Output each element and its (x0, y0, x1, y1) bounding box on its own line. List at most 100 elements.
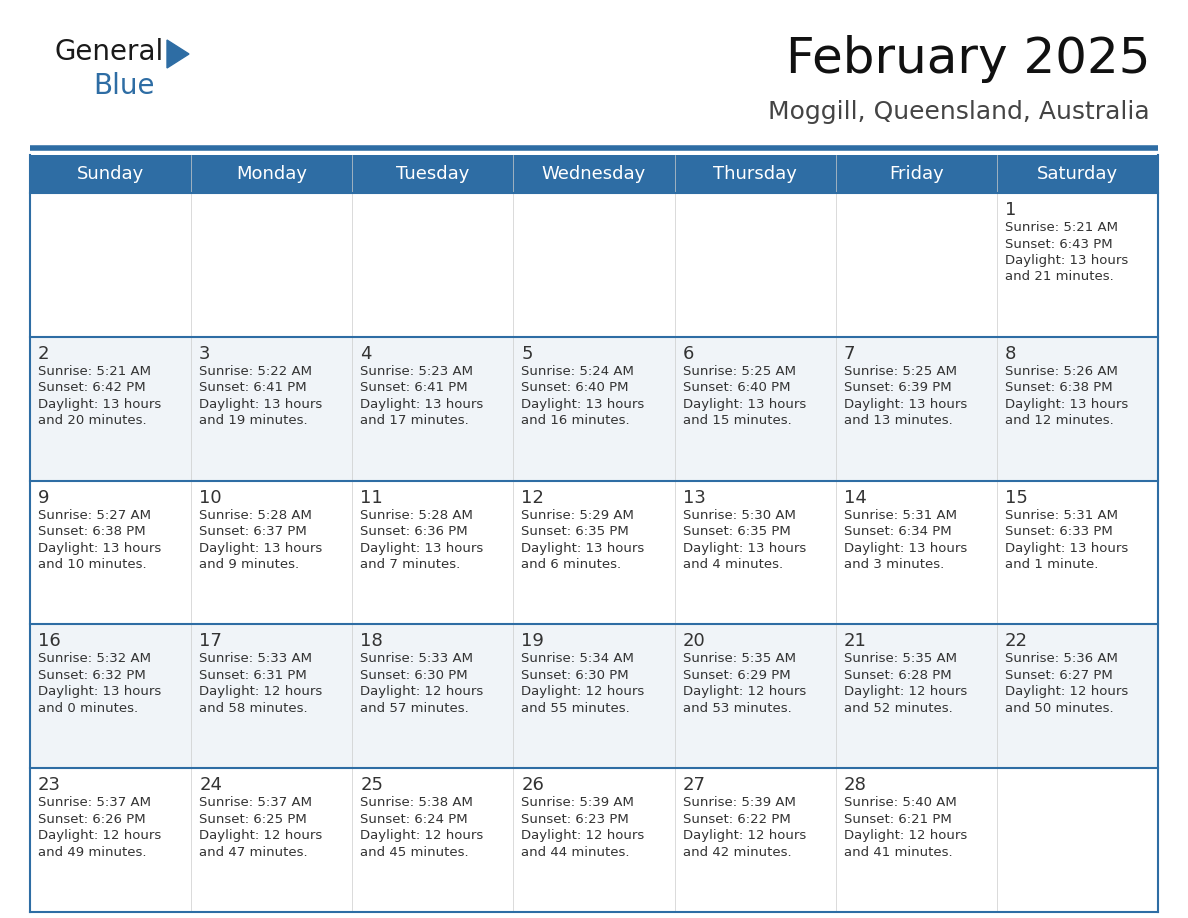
Text: Sunset: 6:27 PM: Sunset: 6:27 PM (1005, 669, 1113, 682)
Text: Sunset: 6:30 PM: Sunset: 6:30 PM (360, 669, 468, 682)
Text: Sunset: 6:35 PM: Sunset: 6:35 PM (522, 525, 630, 538)
Text: Sunrise: 5:37 AM: Sunrise: 5:37 AM (200, 796, 312, 809)
Polygon shape (168, 40, 189, 68)
Text: Sunrise: 5:40 AM: Sunrise: 5:40 AM (843, 796, 956, 809)
Bar (30, 155, 1158, 193)
Text: and 42 minutes.: and 42 minutes. (683, 845, 791, 858)
Text: Sunset: 6:23 PM: Sunset: 6:23 PM (522, 812, 630, 825)
Text: 4: 4 (360, 345, 372, 363)
Text: and 19 minutes.: and 19 minutes. (200, 414, 308, 427)
Text: 20: 20 (683, 633, 706, 650)
Text: 12: 12 (522, 488, 544, 507)
Text: Sunrise: 5:22 AM: Sunrise: 5:22 AM (200, 364, 312, 378)
Text: Daylight: 12 hours: Daylight: 12 hours (522, 686, 645, 699)
Bar (30, 337, 1158, 481)
Text: Daylight: 12 hours: Daylight: 12 hours (200, 829, 322, 842)
Text: Sunset: 6:40 PM: Sunset: 6:40 PM (522, 381, 628, 395)
Text: and 52 minutes.: and 52 minutes. (843, 702, 953, 715)
Text: 8: 8 (1005, 345, 1016, 363)
Text: Sunset: 6:29 PM: Sunset: 6:29 PM (683, 669, 790, 682)
Text: Daylight: 12 hours: Daylight: 12 hours (843, 686, 967, 699)
Text: Sunset: 6:39 PM: Sunset: 6:39 PM (843, 381, 952, 395)
Text: Sunday: Sunday (77, 165, 144, 183)
Text: Sunrise: 5:28 AM: Sunrise: 5:28 AM (200, 509, 312, 521)
Text: Sunrise: 5:37 AM: Sunrise: 5:37 AM (38, 796, 151, 809)
Text: and 41 minutes.: and 41 minutes. (843, 845, 953, 858)
Text: 9: 9 (38, 488, 50, 507)
Text: Daylight: 12 hours: Daylight: 12 hours (1005, 686, 1129, 699)
Text: Daylight: 13 hours: Daylight: 13 hours (683, 397, 805, 410)
Text: 23: 23 (38, 777, 61, 794)
Text: Daylight: 13 hours: Daylight: 13 hours (522, 397, 645, 410)
Text: Daylight: 12 hours: Daylight: 12 hours (200, 686, 322, 699)
Text: and 17 minutes.: and 17 minutes. (360, 414, 469, 427)
Text: 7: 7 (843, 345, 855, 363)
Text: and 9 minutes.: and 9 minutes. (200, 558, 299, 571)
Text: Sunrise: 5:38 AM: Sunrise: 5:38 AM (360, 796, 473, 809)
Text: Monday: Monday (236, 165, 308, 183)
Text: Sunrise: 5:31 AM: Sunrise: 5:31 AM (843, 509, 956, 521)
Text: Sunrise: 5:33 AM: Sunrise: 5:33 AM (360, 653, 473, 666)
Text: and 1 minute.: and 1 minute. (1005, 558, 1098, 571)
Text: and 21 minutes.: and 21 minutes. (1005, 271, 1113, 284)
Text: and 0 minutes.: and 0 minutes. (38, 702, 138, 715)
Text: Sunset: 6:37 PM: Sunset: 6:37 PM (200, 525, 307, 538)
Text: Sunrise: 5:32 AM: Sunrise: 5:32 AM (38, 653, 151, 666)
Text: and 3 minutes.: and 3 minutes. (843, 558, 944, 571)
Text: and 12 minutes.: and 12 minutes. (1005, 414, 1113, 427)
Text: General: General (55, 38, 164, 66)
Text: and 47 minutes.: and 47 minutes. (200, 845, 308, 858)
Text: Daylight: 13 hours: Daylight: 13 hours (38, 686, 162, 699)
Text: Daylight: 13 hours: Daylight: 13 hours (1005, 542, 1129, 554)
Text: 22: 22 (1005, 633, 1028, 650)
Text: Sunset: 6:28 PM: Sunset: 6:28 PM (843, 669, 952, 682)
Text: 16: 16 (38, 633, 61, 650)
Text: Sunrise: 5:31 AM: Sunrise: 5:31 AM (1005, 509, 1118, 521)
Text: Daylight: 13 hours: Daylight: 13 hours (360, 397, 484, 410)
Text: Sunset: 6:34 PM: Sunset: 6:34 PM (843, 525, 952, 538)
Text: Sunrise: 5:39 AM: Sunrise: 5:39 AM (522, 796, 634, 809)
Text: 25: 25 (360, 777, 384, 794)
Text: Sunset: 6:26 PM: Sunset: 6:26 PM (38, 812, 146, 825)
Text: Sunset: 6:43 PM: Sunset: 6:43 PM (1005, 238, 1112, 251)
Text: 17: 17 (200, 633, 222, 650)
Text: Sunrise: 5:30 AM: Sunrise: 5:30 AM (683, 509, 796, 521)
Text: 6: 6 (683, 345, 694, 363)
Text: 11: 11 (360, 488, 383, 507)
Bar (30, 193, 1158, 337)
Text: 2: 2 (38, 345, 50, 363)
Text: 10: 10 (200, 488, 222, 507)
Bar (30, 481, 1158, 624)
Text: Sunrise: 5:36 AM: Sunrise: 5:36 AM (1005, 653, 1118, 666)
Text: Sunrise: 5:35 AM: Sunrise: 5:35 AM (843, 653, 956, 666)
Text: 21: 21 (843, 633, 866, 650)
Text: Tuesday: Tuesday (396, 165, 469, 183)
Text: and 16 minutes.: and 16 minutes. (522, 414, 630, 427)
Text: Sunset: 6:32 PM: Sunset: 6:32 PM (38, 669, 146, 682)
Text: Sunset: 6:33 PM: Sunset: 6:33 PM (1005, 525, 1113, 538)
Text: Sunrise: 5:25 AM: Sunrise: 5:25 AM (843, 364, 956, 378)
Text: Daylight: 13 hours: Daylight: 13 hours (522, 542, 645, 554)
Text: 27: 27 (683, 777, 706, 794)
Text: and 44 minutes.: and 44 minutes. (522, 845, 630, 858)
Text: Daylight: 12 hours: Daylight: 12 hours (683, 686, 805, 699)
Text: Sunset: 6:38 PM: Sunset: 6:38 PM (38, 525, 146, 538)
Text: Moggill, Queensland, Australia: Moggill, Queensland, Australia (769, 100, 1150, 124)
Text: Sunset: 6:24 PM: Sunset: 6:24 PM (360, 812, 468, 825)
Text: and 20 minutes.: and 20 minutes. (38, 414, 146, 427)
Text: Sunset: 6:41 PM: Sunset: 6:41 PM (360, 381, 468, 395)
Text: and 15 minutes.: and 15 minutes. (683, 414, 791, 427)
Text: Daylight: 13 hours: Daylight: 13 hours (1005, 397, 1129, 410)
Text: Sunrise: 5:26 AM: Sunrise: 5:26 AM (1005, 364, 1118, 378)
Bar (30, 768, 1158, 912)
Text: Sunrise: 5:29 AM: Sunrise: 5:29 AM (522, 509, 634, 521)
Text: and 13 minutes.: and 13 minutes. (843, 414, 953, 427)
Text: Daylight: 12 hours: Daylight: 12 hours (360, 686, 484, 699)
Text: Sunrise: 5:39 AM: Sunrise: 5:39 AM (683, 796, 796, 809)
Text: Sunrise: 5:21 AM: Sunrise: 5:21 AM (38, 364, 151, 378)
Text: Sunrise: 5:34 AM: Sunrise: 5:34 AM (522, 653, 634, 666)
Text: 26: 26 (522, 777, 544, 794)
Text: 14: 14 (843, 488, 866, 507)
Text: Thursday: Thursday (713, 165, 797, 183)
Text: Daylight: 13 hours: Daylight: 13 hours (38, 397, 162, 410)
